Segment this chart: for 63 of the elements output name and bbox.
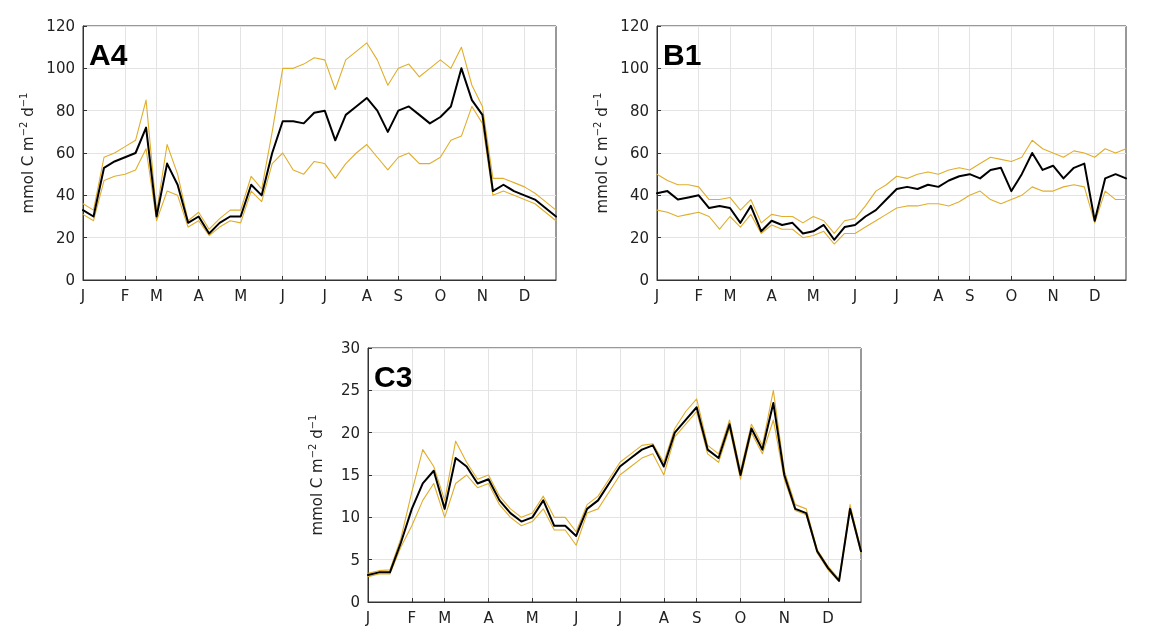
y-tick-label: 20 — [55, 228, 75, 247]
x-tick-label: A — [193, 286, 205, 305]
chart-title: B1 — [663, 37, 702, 71]
x-tick-label: N — [778, 608, 790, 627]
y-tick-label: 30 — [340, 339, 360, 357]
y-tick-label: 10 — [340, 508, 360, 527]
x-tick-label: A — [933, 286, 945, 305]
x-tick-label: M — [525, 608, 539, 627]
y-axis-title: mmol C m−2 d−1 — [306, 414, 326, 536]
y-tick-label: 20 — [340, 423, 360, 442]
x-tick-label: M — [234, 286, 248, 305]
y-tick-label: 20 — [629, 228, 649, 247]
x-tick-label: A — [658, 608, 670, 627]
y-tick-label: 0 — [65, 271, 75, 289]
x-tick-label: M — [150, 286, 164, 305]
y-tick-label: 100 — [620, 59, 649, 78]
x-tick-label: D — [822, 608, 834, 627]
y-tick-label: 15 — [340, 466, 360, 484]
x-tick-label: F — [694, 286, 704, 305]
x-tick-label: J — [321, 286, 327, 305]
y-tick-label: 40 — [629, 186, 649, 205]
y-tick-label: 60 — [629, 144, 649, 162]
y-axis-title: mmol C m−2 d−1 — [591, 92, 611, 214]
x-tick-label: J — [893, 286, 899, 305]
x-tick-label: J — [364, 608, 371, 627]
y-tick-label: 120 — [620, 17, 649, 35]
x-tick-label: A — [483, 608, 495, 627]
x-tick-label: M — [438, 608, 452, 627]
x-tick-label: N — [476, 286, 489, 305]
y-tick-label: 80 — [55, 101, 75, 120]
y-tick-label: 40 — [55, 186, 75, 205]
y-tick-label: 60 — [55, 144, 75, 162]
x-tick-label: S — [691, 608, 702, 627]
chart-title: C3 — [374, 359, 413, 393]
y-tick-label: 80 — [629, 101, 649, 120]
y-tick-label: 5 — [350, 550, 360, 569]
y-tick-label: 0 — [639, 271, 649, 289]
y-axis-title: mmol C m−2 d−1 — [17, 92, 37, 214]
y-tick-label: 0 — [350, 593, 360, 611]
x-tick-label: O — [734, 608, 747, 627]
x-tick-label: F — [120, 286, 130, 305]
y-tick-label: 120 — [46, 17, 75, 35]
x-tick-label: S — [964, 286, 975, 305]
x-tick-label: O — [434, 286, 447, 305]
chart-title: A4 — [89, 37, 128, 71]
x-tick-label: F — [407, 608, 417, 627]
x-tick-label: J — [79, 286, 86, 305]
x-tick-label: M — [806, 286, 820, 305]
x-tick-label: O — [1005, 286, 1018, 305]
x-tick-label: A — [361, 286, 373, 305]
x-tick-label: J — [572, 608, 579, 627]
x-tick-label: M — [723, 286, 737, 305]
x-tick-label: D — [518, 286, 531, 305]
x-tick-label: N — [1047, 286, 1059, 305]
x-tick-label: J — [653, 286, 660, 305]
y-tick-label: 100 — [46, 59, 75, 78]
x-tick-label: S — [393, 286, 404, 305]
y-tick-label: 25 — [340, 381, 360, 400]
x-tick-label: J — [616, 608, 623, 627]
x-tick-label: J — [279, 286, 285, 305]
x-tick-label: D — [1088, 286, 1101, 305]
x-tick-label: J — [851, 286, 858, 305]
x-tick-label: A — [766, 286, 778, 305]
